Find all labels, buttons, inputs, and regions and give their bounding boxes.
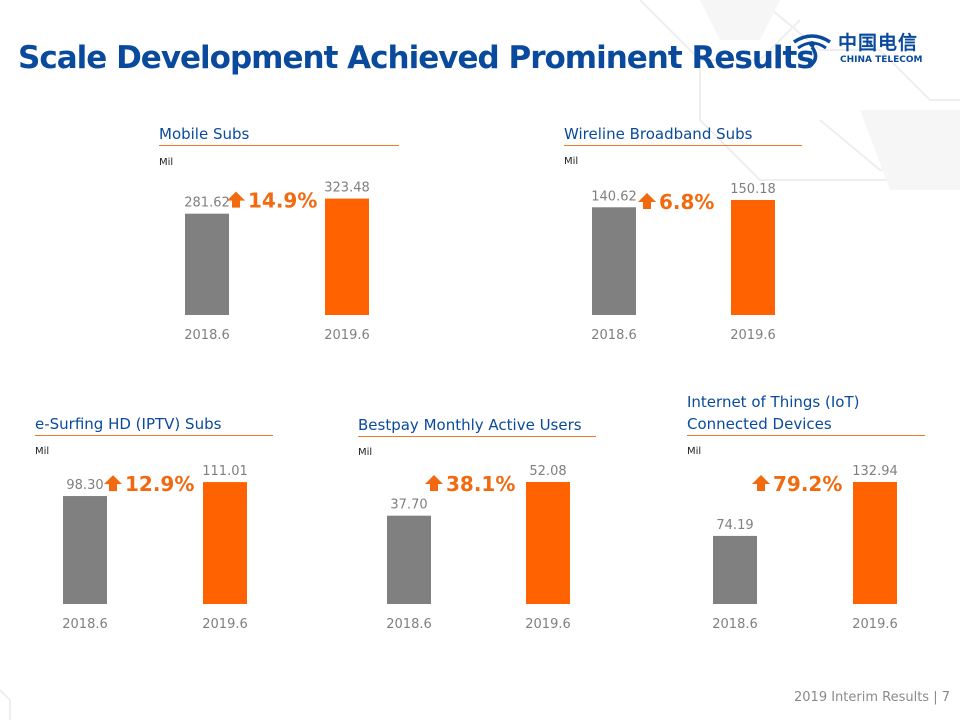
chart-title-line-1: Internet of Things (IoT) <box>687 393 860 411</box>
bestpay-header: Bestpay Monthly Active Users <box>358 414 596 437</box>
logo-english-text: CHINA TELECOM <box>840 55 923 65</box>
unit-label: Mil <box>358 447 373 458</box>
title-underline <box>35 435 273 436</box>
china-telecom-emblem-icon <box>793 34 831 68</box>
unit-label: Mil <box>35 446 50 457</box>
iot-header: Internet of Things (IoT) Connected Devic… <box>687 391 925 436</box>
wireline-broadband-header: Wireline Broadband Subs <box>564 123 802 146</box>
chart-title-line-2: Connected Devices <box>687 415 832 433</box>
unit-label: Mil <box>687 446 702 457</box>
chart-title: Bestpay Monthly Active Users <box>358 416 582 434</box>
title-underline <box>159 145 399 146</box>
unit-label: Mil <box>564 156 579 167</box>
title-underline <box>564 145 802 146</box>
china-telecom-logo: 中国电信 CHINA TELECOM <box>790 26 940 72</box>
chart-title: Wireline Broadband Subs <box>564 125 753 143</box>
chart-title: e-Surfing HD (IPTV) Subs <box>35 415 222 433</box>
footer-page-info: 2019 Interim Results | 7 <box>794 690 950 705</box>
iptv-subs-header: e-Surfing HD (IPTV) Subs <box>35 413 273 436</box>
title-underline <box>687 435 925 436</box>
chart-title: Mobile Subs <box>159 125 250 143</box>
logo-chinese-text: 中国电信 <box>838 32 919 54</box>
title-underline <box>358 436 596 437</box>
page-title: Scale Development Achieved Prominent Res… <box>18 40 815 76</box>
unit-label: Mil <box>159 157 174 168</box>
mobile-subs-header: Mobile Subs <box>159 123 399 146</box>
